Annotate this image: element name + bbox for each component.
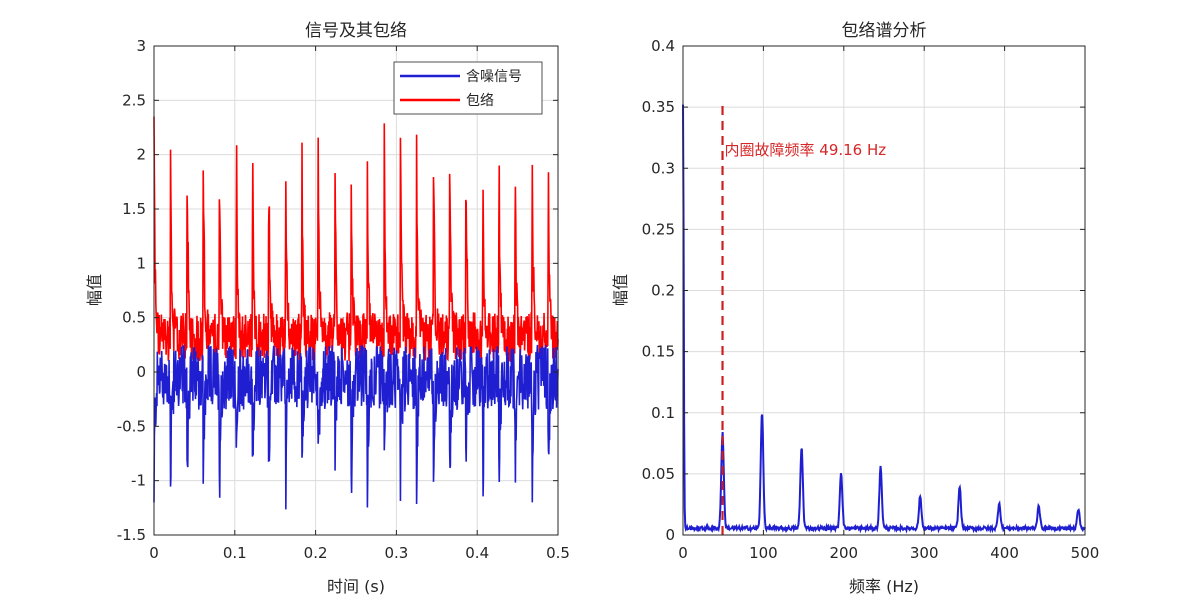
x-tick-label: 0.1: [223, 544, 247, 562]
y-tick-label: 2: [136, 146, 146, 164]
y-tick-label: 0: [136, 363, 146, 381]
legend: 含噪信号 包络: [393, 61, 543, 115]
left-x-axis-label: 时间 (s): [327, 577, 385, 596]
x-tick-label: 0.2: [304, 544, 328, 562]
y-tick-label: 0.15: [642, 343, 675, 361]
y-tick-label: -1: [131, 472, 146, 490]
left-series-group: [153, 116, 559, 510]
y-tick-label: 3: [136, 37, 146, 55]
legend-entry-noisy-signal: 含噪信号: [466, 69, 522, 85]
y-tick-label: -1.5: [117, 526, 146, 544]
x-tick-label: 300: [910, 544, 939, 562]
envelope-spectrum-panel: 内圈故障频率 49.16 Hz 0 100 200 300 400 500 0 0.05 0.1…: [611, 21, 1099, 596]
x-tick-label: 0: [678, 544, 688, 562]
left-plot-area: [154, 46, 558, 535]
series-envelope-spectrum-line: [682, 104, 1086, 534]
left-ticks: 0 0.1 0.2 0.3 0.4 0.5 -1.5 -1 -0.5 0 0.5 1 1.5 2 2.5 3: [117, 37, 570, 562]
x-tick-label: 200: [829, 544, 858, 562]
x-tick-label: 400: [990, 544, 1019, 562]
right-y-axis-label: 幅值: [611, 274, 630, 306]
x-tick-label: 0: [149, 544, 159, 562]
y-tick-label: 0.1: [651, 404, 675, 422]
y-tick-label: 0: [665, 526, 675, 544]
right-chart-title: 包络谱分析: [842, 21, 927, 41]
x-tick-label: 0.4: [465, 544, 489, 562]
left-y-axis-label: 幅值: [85, 274, 104, 306]
x-tick-label: 0.3: [384, 544, 408, 562]
y-tick-label: 0.05: [642, 465, 675, 483]
legend-entry-envelope: 包络: [466, 93, 494, 109]
y-tick-label: 0.3: [651, 159, 675, 177]
y-tick-label: 0.35: [642, 98, 675, 116]
series-noisy-signal-line: [153, 344, 559, 510]
left-chart-title: 信号及其包络: [305, 21, 407, 41]
y-tick-label: 0.2: [651, 282, 675, 300]
x-tick-label: 500: [1071, 544, 1100, 562]
y-tick-label: 2.5: [122, 91, 146, 109]
y-tick-label: 0.5: [122, 309, 146, 327]
left-axes-frame: [153, 45, 559, 536]
y-tick-label: -0.5: [117, 417, 146, 435]
y-tick-label: 0.4: [651, 37, 675, 55]
signal-envelope-panel: 0 0.1 0.2 0.3 0.4 0.5-1.5-1-0.500.511.522.53 …: [85, 21, 570, 596]
y-tick-label: 1.5: [122, 200, 146, 218]
y-tick-label: 0.25: [642, 220, 675, 238]
fault-frequency-annotation: 内圈故障频率 49.16 Hz: [725, 141, 887, 159]
right-x-axis-label: 频率 (Hz): [849, 577, 919, 596]
legend-box: [393, 61, 543, 115]
right-ticks: 0 100 200 300 400 500 0 0.05 0.1 0.15 0.2 0.25 0.3 0.…: [642, 37, 1100, 562]
x-tick-label: 100: [749, 544, 778, 562]
y-tick-label: 1: [136, 254, 146, 272]
x-tick-label: 0.5: [546, 544, 570, 562]
